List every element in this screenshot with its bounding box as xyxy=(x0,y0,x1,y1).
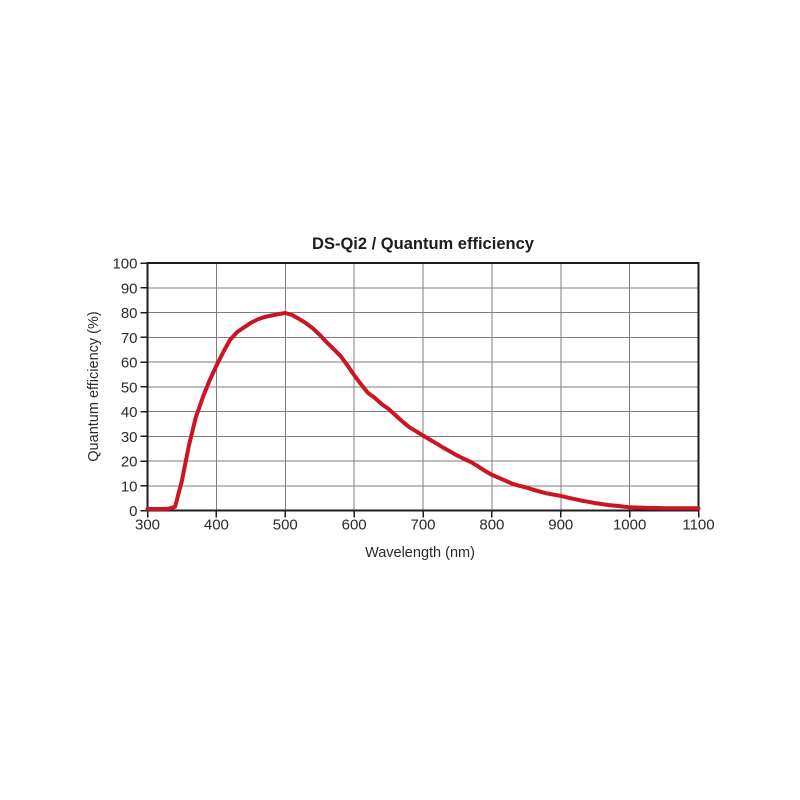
x-axis-label: Wavelength (nm) xyxy=(365,545,475,561)
qe-curve xyxy=(145,311,701,511)
y-tick-label: 90 xyxy=(121,280,138,297)
x-tick-label: 500 xyxy=(273,517,298,534)
x-tick-label: 800 xyxy=(479,517,504,534)
x-tick-label: 600 xyxy=(342,517,367,534)
plot-frame xyxy=(146,262,700,512)
y-tick-label: 20 xyxy=(121,454,138,471)
x-tick-label: 900 xyxy=(548,517,573,534)
y-axis-label: Quantum efficiency (%) xyxy=(86,311,102,461)
y-tick-label: 100 xyxy=(112,256,137,273)
gridlines xyxy=(147,263,699,511)
y-tick-label: 0 xyxy=(129,503,137,520)
y-tick-label: 50 xyxy=(121,379,138,396)
y-tick-label: 40 xyxy=(121,404,138,421)
x-tick-label: 700 xyxy=(410,517,435,534)
x-tick-label: 1000 xyxy=(613,517,646,534)
x-tick-label: 1100 xyxy=(682,517,714,534)
y-tick-label: 60 xyxy=(121,355,138,372)
y-tick-label: 10 xyxy=(121,478,138,495)
x-tick-label: 300 xyxy=(135,517,160,534)
y-tick-label: 80 xyxy=(121,305,138,322)
y-tick-label: 70 xyxy=(121,330,138,347)
axis-ticks xyxy=(140,262,700,518)
chart-title: DS-Qi2 / Quantum efficiency xyxy=(312,235,535,253)
x-tick-label: 400 xyxy=(204,517,229,534)
y-tick-label: 30 xyxy=(121,429,138,446)
x-tick-labels: 300 400 500 600 700 800 900 1000 1100 xyxy=(135,517,715,534)
y-tick-labels: 0 10 20 30 40 50 60 70 80 90 100 xyxy=(112,256,137,521)
